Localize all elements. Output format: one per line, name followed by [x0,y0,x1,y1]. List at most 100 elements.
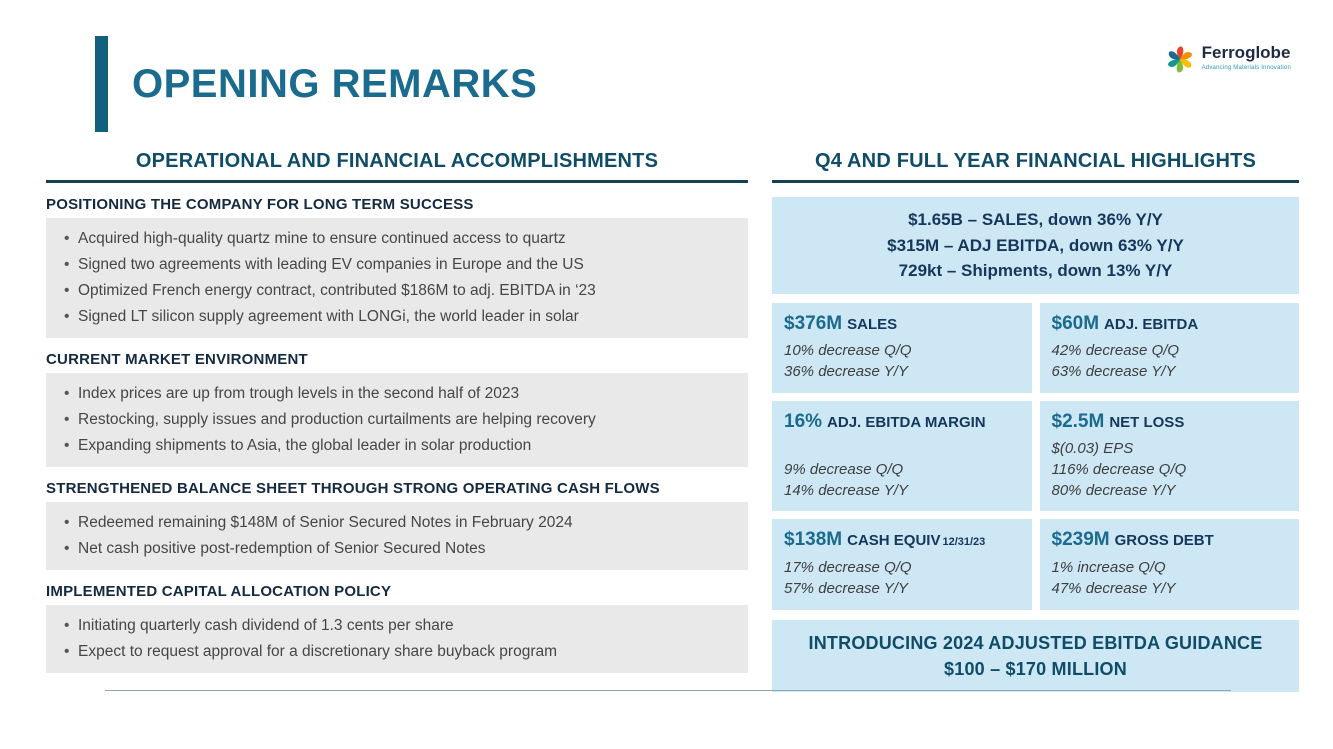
metric-value: $239M [1051,529,1110,551]
metric-value: 16% [784,410,823,432]
bullet-text: Signed two agreements with leading EV co… [78,256,584,274]
guidance-line-2: $100 – $170 MILLION [944,658,1127,679]
metric-card-cash-equiv: $138M CASH EQUIV 12/31/23 17% decrease Q/Q… [772,519,1032,610]
right-column-header: Q4 AND FULL YEAR FINANCIAL HIGHLIGHTS [772,150,1299,183]
metric-head: $60M ADJ. EBITDA [1052,312,1288,336]
bullet-item: Index prices are up from trough levels i… [58,381,734,407]
bullet-text: Acquired high-quality quartz mine to ens… [78,230,566,247]
metric-note: 57% decrease Y/Y [784,579,908,597]
section-market-environment: CURRENT MARKET ENVIRONMENT Index prices … [46,351,748,468]
metrics-grid: $376M SALES 10% decrease Q/Q 36% decrease… [772,302,1299,610]
metric-note: 17% decrease Q/Q [784,559,912,577]
metric-value: $60M [1051,312,1100,334]
bullet-text: Optimized French energy contract, contri… [78,282,596,300]
bullet-item: Restocking, supply issues and production… [58,407,734,433]
metric-note: 80% decrease Y/Y [1051,481,1176,499]
bullet-text: Redeemed remaining $148M of Senior Secur… [78,514,573,532]
guidance-box: INTRODUCING 2024 ADJUSTED EBITDA GUIDANC… [772,619,1299,692]
metric-label: CASH EQUIV [847,532,941,550]
bullet-text: Signed LT silicon supply agreement with … [78,308,579,326]
section-heading: CURRENT MARKET ENVIRONMENT [46,351,308,369]
metric-note: 9% decrease Q/Q [784,461,904,479]
metric-notes: 17% decrease Q/Q 57% decrease Y/Y [784,552,1020,599]
bullet-text: Expect to request approval for a discret… [78,643,558,661]
metric-note: 42% decrease Q/Q [1051,342,1180,360]
bullet-item: Signed two agreements with leading EV co… [58,252,734,278]
right-column: Q4 AND FULL YEAR FINANCIAL HIGHLIGHTS $1… [772,150,1299,692]
section-heading: POSITIONING THE COMPANY FOR LONG TERM SU… [46,196,474,213]
metric-card-sales: $376M SALES 10% decrease Q/Q 36% decrease… [772,302,1032,393]
bullet-item: Initiating quarterly cash dividend of 1.… [58,613,734,639]
metric-label: ADJ. EBITDA MARGIN [827,413,986,431]
metric-notes: 42% decrease Q/Q 63% decrease Y/Y [1052,335,1288,382]
footer-divider [105,690,1231,691]
metric-head: $239M GROSS DEBT [1052,528,1288,552]
metric-card-adj-ebitda: $60M ADJ. EBITDA 42% decrease Q/Q 63% dec… [1039,302,1299,393]
title-row: OPENING REMARKS [95,0,1333,132]
metric-notes: 10% decrease Q/Q 36% decrease Y/Y [784,335,1020,382]
section-capital-allocation: IMPLEMENTED CAPITAL ALLOCATION POLICY In… [46,583,748,674]
summary-line: $315M – ADJ EBITDA, down 63% Y/Y [887,235,1184,255]
metric-value: $2.5M [1051,410,1105,432]
bullet-text: Net cash positive post-redemption of Sen… [78,540,486,558]
bullet-item: Redeemed remaining $148M of Senior Secur… [58,510,734,536]
metric-label: ADJ. EBITDA [1104,315,1199,333]
metric-sublabel: 12/31/23 [942,536,986,549]
metric-notes: 1% increase Q/Q 47% decrease Y/Y [1052,552,1288,599]
summary-line: $1.65B – SALES, down 36% Y/Y [908,210,1163,229]
metric-notes: 9% decrease Q/Q 14% decrease Y/Y [784,454,1020,501]
guidance-line-1: INTRODUCING 2024 ADJUSTED EBITDA GUIDANC… [808,632,1263,653]
summary-box: $1.65B – SALES, down 36% Y/Y $315M – ADJ… [772,197,1299,294]
bullet-item: Optimized French energy contract, contri… [58,278,734,304]
metric-head: 16% ADJ. EBITDA MARGIN [784,410,1020,434]
ferroglobe-logo-icon [1167,46,1192,73]
logo-brand: Ferroglobe [1201,43,1291,62]
metric-head: $376M SALES [784,312,1020,336]
summary-line: 729kt – Shipments, down 13% Y/Y [898,261,1173,280]
bullet-list: Index prices are up from trough levels i… [46,373,748,468]
metric-head: $2.5M NET LOSS [1052,410,1288,434]
metric-head: $138M CASH EQUIV 12/31/23 [784,528,1020,552]
metric-value: $376M [784,312,843,334]
bullet-list: Redeemed remaining $148M of Senior Secur… [46,502,748,571]
metric-card-net-loss: $2.5M NET LOSS $(0.03) EPS 116% decrease … [1039,400,1299,512]
bullet-item: Expanding shipments to Asia, the global … [58,433,734,459]
metric-card-gross-debt: $239M GROSS DEBT 1% increase Q/Q 47% decr… [1039,519,1299,610]
section-balance-sheet: STRENGTHENED BALANCE SHEET THROUGH STRON… [46,480,748,571]
bullet-item: Acquired high-quality quartz mine to ens… [58,226,734,252]
bullet-text: Restocking, supply issues and production… [78,411,596,429]
bullet-item: Expect to request approval for a discret… [58,639,734,665]
metric-label: NET LOSS [1109,413,1185,431]
metric-note: 10% decrease Q/Q [784,342,912,360]
bullet-text: Index prices are up from trough levels i… [78,385,520,403]
content-columns: OPERATIONAL AND FINANCIAL ACCOMPLISHMENT… [46,150,1299,692]
bullet-item: Signed LT silicon supply agreement with … [58,304,734,330]
metric-label: SALES [847,315,898,333]
metric-note: 1% increase Q/Q [1051,559,1166,577]
metric-value: $138M [784,529,843,551]
logo-text: Ferroglobe Advancing Materials Innovatio… [1201,43,1291,71]
metric-note: 63% decrease Y/Y [1051,362,1176,380]
title-accent-bar [95,36,108,132]
section-heading: STRENGTHENED BALANCE SHEET THROUGH STRON… [46,480,660,498]
section-heading: IMPLEMENTED CAPITAL ALLOCATION POLICY [46,583,392,601]
bullet-text: Expanding shipments to Asia, the global … [78,437,532,455]
bullet-text: Initiating quarterly cash dividend of 1.… [78,617,454,635]
bullet-item: Net cash positive post-redemption of Sen… [58,536,734,562]
bullet-list: Initiating quarterly cash dividend of 1.… [46,605,748,674]
ferroglobe-logo: Ferroglobe Advancing Materials Innovatio… [1165,43,1291,75]
logo-tagline: Advancing Materials Innovation [1201,64,1291,71]
metric-label: GROSS DEBT [1114,532,1214,550]
left-column: OPERATIONAL AND FINANCIAL ACCOMPLISHMENT… [46,150,748,692]
metric-notes: $(0.03) EPS 116% decrease Q/Q 80% decrea… [1052,433,1288,501]
page-title: OPENING REMARKS [132,61,538,106]
metric-card-ebitda-margin: 16% ADJ. EBITDA MARGIN 9% decrease Q/Q 14… [772,400,1032,512]
metric-note: 36% decrease Y/Y [784,362,908,380]
left-column-header: OPERATIONAL AND FINANCIAL ACCOMPLISHMENT… [46,150,748,183]
section-positioning: POSITIONING THE COMPANY FOR LONG TERM SU… [46,196,748,339]
metric-note: 47% decrease Y/Y [1051,579,1176,597]
bullet-list: Acquired high-quality quartz mine to ens… [46,218,748,339]
metric-note: 14% decrease Y/Y [784,481,908,499]
metric-note: $(0.03) EPS [1051,440,1134,458]
